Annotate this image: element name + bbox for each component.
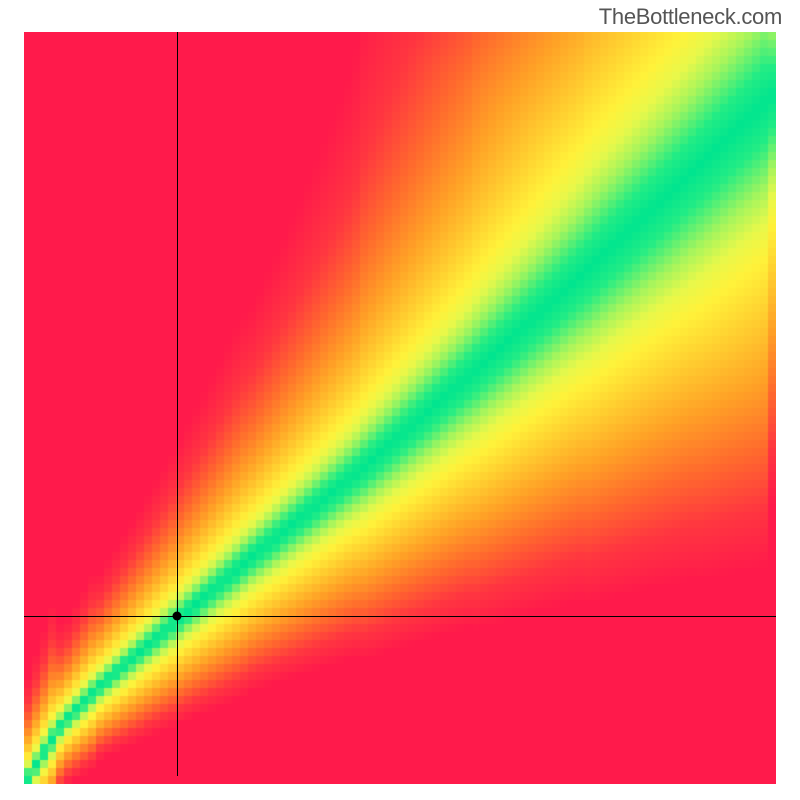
heatmap-plot [24, 32, 776, 776]
crosshair-vertical [177, 32, 178, 776]
data-point-marker [172, 612, 181, 621]
crosshair-horizontal [24, 616, 776, 617]
heatmap-canvas [24, 32, 776, 784]
watermark-text: TheBottleneck.com [599, 4, 782, 30]
